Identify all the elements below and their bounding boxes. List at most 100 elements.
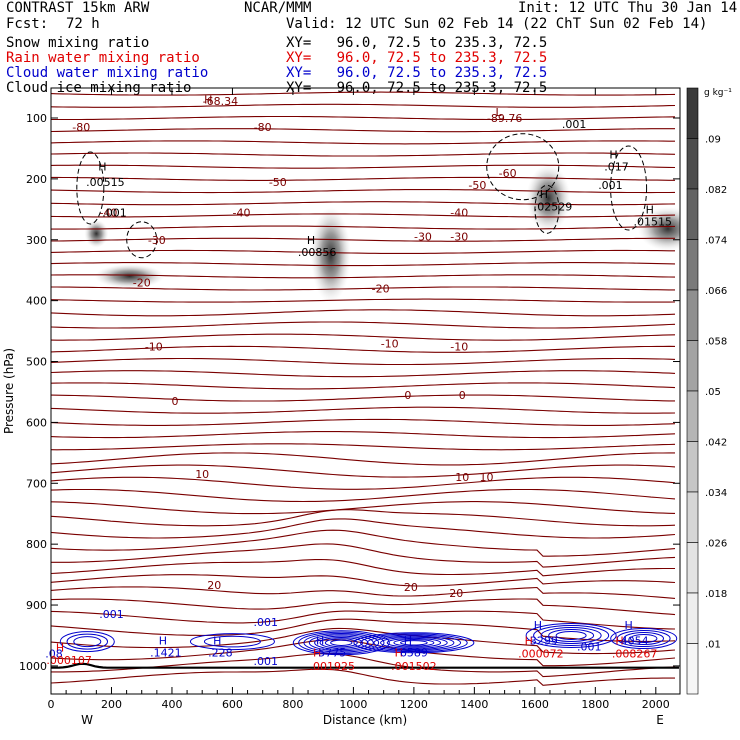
forecast-label: Fcst: xyxy=(6,16,49,32)
x-tick-label: 1400 xyxy=(460,698,488,711)
maximum-label: .001 xyxy=(253,655,278,668)
cloud-ice-contour xyxy=(486,133,560,201)
x-tick-label: 1800 xyxy=(581,698,609,711)
isotherm-line xyxy=(51,382,676,390)
field-xy-rain: XY= 96.0, 72.5 to 235.3, 72.5 xyxy=(286,50,548,66)
maximum-label: .001502 xyxy=(391,660,437,673)
isotherm-line xyxy=(51,345,676,353)
terrain-line xyxy=(51,662,679,669)
cloud-water-contour xyxy=(203,635,261,648)
y-tick-label: 1000 xyxy=(19,660,47,673)
colorbar-swatch xyxy=(686,188,699,240)
maximum-label: .00515 xyxy=(86,176,125,189)
x-tick-label: 400 xyxy=(161,698,182,711)
isotherm-line xyxy=(51,598,676,616)
isotherm-line xyxy=(51,274,676,279)
x-tick-label: 1000 xyxy=(339,698,367,711)
y-tick-label: 900 xyxy=(26,599,47,612)
cloud-ice-contour xyxy=(610,145,648,231)
snow-shade-blob xyxy=(94,264,165,289)
cloud-water-contour xyxy=(610,628,678,650)
isotherm-line xyxy=(51,394,675,402)
maximum-label: .017 xyxy=(604,161,629,174)
isotherm-line xyxy=(51,189,676,194)
cloud-water-contour xyxy=(189,633,275,651)
isotherm-line xyxy=(51,464,676,478)
maximum-label: .001 xyxy=(102,206,127,219)
cloud-water-contour xyxy=(298,631,385,654)
isotherm-label: -30 xyxy=(148,234,166,247)
isotherm-label: -60 xyxy=(499,167,517,180)
maximum-label: H xyxy=(316,634,324,647)
colorbar: .01 .018 .026 .034 .042 .05 .058 .066 .074 .082 .0… xyxy=(686,87,727,695)
isotherm-line xyxy=(51,128,675,133)
isotherm-line xyxy=(51,298,676,303)
cloud-ice-contour xyxy=(76,151,105,225)
maximum-label: H xyxy=(204,94,212,107)
isotherm-line xyxy=(51,286,675,291)
x-tick-label: 1600 xyxy=(521,698,549,711)
isotherm-line xyxy=(51,518,676,539)
isotherm-line xyxy=(51,509,676,527)
cloud-ice-contour xyxy=(126,221,158,259)
maximum-label: H xyxy=(615,634,623,647)
maximum-label: .08 xyxy=(45,648,63,661)
maximum-label: .001 xyxy=(99,608,124,621)
isotherm-line xyxy=(51,333,676,341)
isotherm-label: -30 xyxy=(450,231,468,244)
isotherm-line xyxy=(51,140,675,145)
x-axis-title: Distance (km) xyxy=(323,713,407,727)
isotherm-line xyxy=(51,627,676,655)
isotherm-line xyxy=(51,321,676,329)
isotherm-label: 10 xyxy=(195,468,209,481)
colorbar-label: .026 xyxy=(705,539,727,550)
y-tick-label: 700 xyxy=(26,477,47,490)
y-tick-label: 300 xyxy=(26,234,47,247)
isotherm-label: -40 xyxy=(233,206,251,219)
cloud-water-contour xyxy=(548,628,595,642)
colorbar-label: .082 xyxy=(705,185,727,196)
isotherm-label: -10 xyxy=(145,340,163,353)
cloud-water-contour xyxy=(324,638,358,648)
isotherm-line xyxy=(51,668,675,686)
isotherm-line xyxy=(51,476,676,490)
cloud-water-contour xyxy=(308,634,374,652)
colorbar-label: .01 xyxy=(705,640,721,651)
isotherm-label: -10 xyxy=(381,337,399,350)
isotherm-line xyxy=(51,91,676,96)
cloud-water-contour xyxy=(380,636,448,649)
isotherm-line xyxy=(51,164,676,169)
isotherm-label: -20 xyxy=(133,276,151,289)
isotherm-line xyxy=(51,418,676,426)
field-xy-cloud-water: XY= 96.0, 72.5 to 235.3, 72.5 xyxy=(286,65,548,81)
x-tick-label: 0 xyxy=(48,698,55,711)
isotherm-line xyxy=(51,176,675,181)
maximum-label: H xyxy=(159,634,167,647)
maximum-label: H xyxy=(540,188,548,201)
maximum-label: H xyxy=(404,634,412,647)
colorbar-label: .042 xyxy=(705,438,727,449)
colorbar-swatch xyxy=(686,643,699,695)
cloud-water-contour xyxy=(353,632,475,654)
isotherm-label: -50 xyxy=(269,176,287,189)
maximum-label: .001 xyxy=(562,118,587,131)
colorbar-swatch xyxy=(686,138,699,190)
isotherm-label: -80 xyxy=(254,121,272,134)
x-tick-label: 2000 xyxy=(642,698,670,711)
org-label: NCAR/MMM xyxy=(244,0,312,16)
field-name-snow: Snow mixing ratio xyxy=(6,35,150,51)
cloud-ice-contour xyxy=(534,184,560,234)
x-tick-label: 800 xyxy=(282,698,303,711)
cloud-water-contours xyxy=(59,622,678,656)
forecast-hours: 72 h xyxy=(66,16,100,32)
cloud-water-contour xyxy=(73,636,102,648)
temperature-contours xyxy=(51,91,676,686)
cloud-water-contour xyxy=(314,635,369,650)
snow-shade-blob xyxy=(637,206,680,251)
colorbar-label: .074 xyxy=(705,236,727,247)
isotherm-line xyxy=(51,115,676,121)
isotherm-label: 20 xyxy=(207,579,221,592)
cloud-water-contour xyxy=(400,640,428,646)
maximum-label: 4054 xyxy=(621,634,649,647)
